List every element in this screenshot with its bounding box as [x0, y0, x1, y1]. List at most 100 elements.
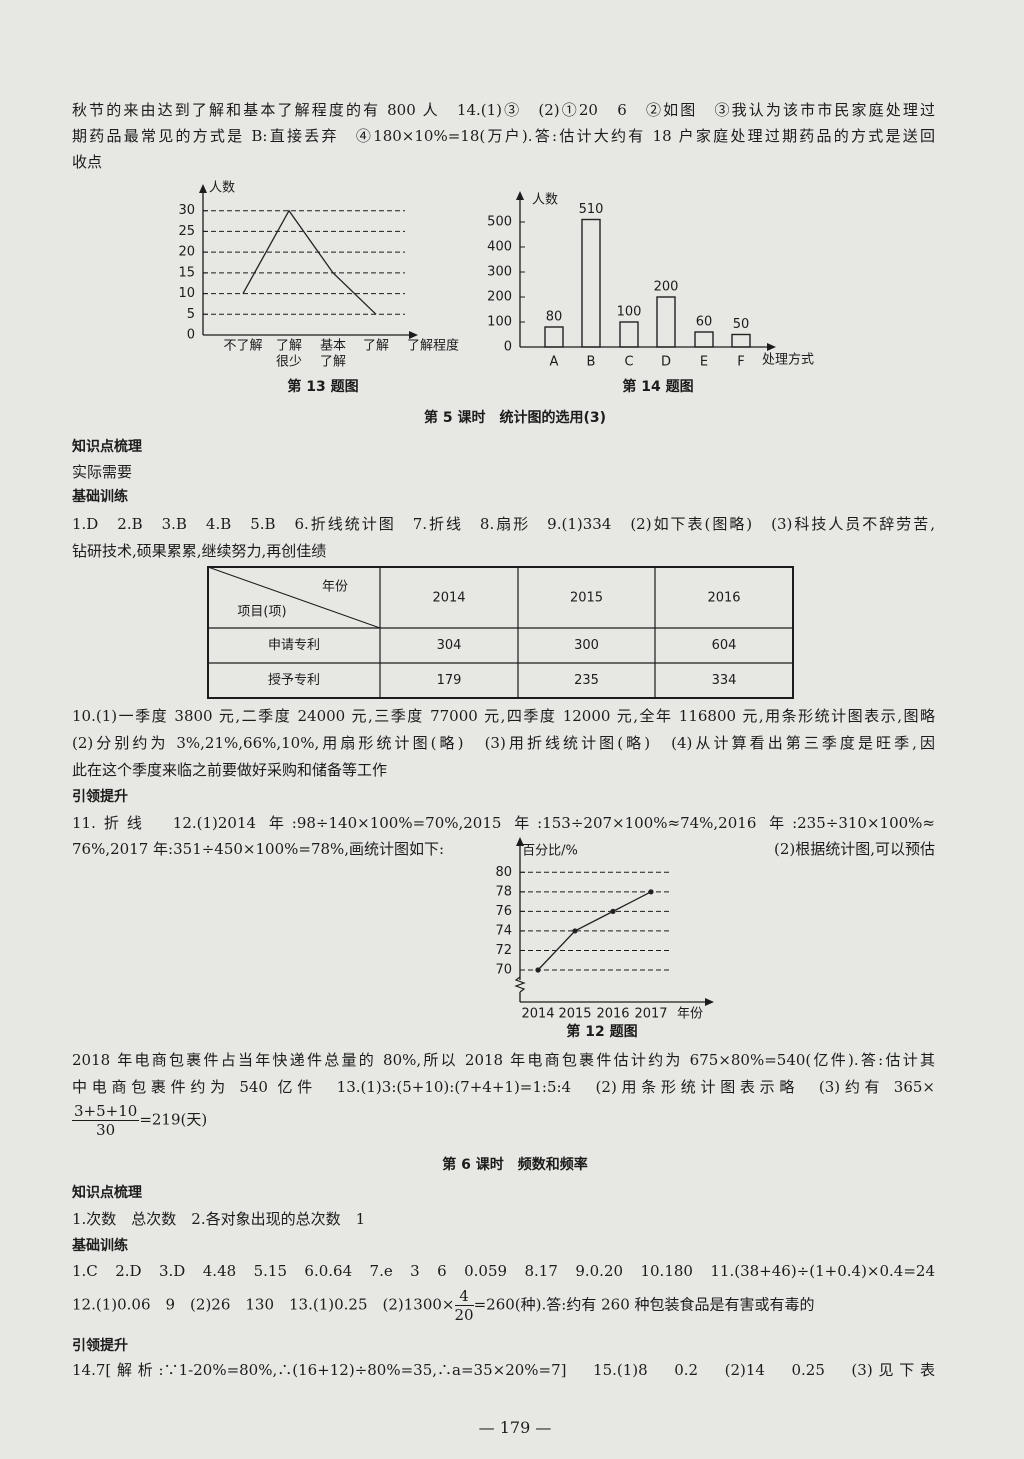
axis-arrow: [409, 331, 418, 339]
y-tick-label: 500: [487, 215, 512, 230]
table-header: 项目(项): [237, 605, 286, 620]
x-tick-label: C: [624, 355, 633, 370]
y-axis-label: 百分比/%: [522, 844, 578, 859]
y-axis-label: 人数: [209, 181, 235, 196]
table-row-label: 申请专利: [268, 638, 320, 653]
x-tick-label: 了解: [363, 339, 389, 354]
y-tick-label: 100: [487, 315, 512, 330]
fraction: 4 20: [454, 1287, 474, 1324]
text: =219(天): [139, 1110, 208, 1129]
y-tick-label: 400: [487, 240, 512, 255]
table-cell: 300: [574, 638, 599, 653]
subheading: 基础训练: [72, 489, 128, 505]
fraction: 3+5+10 30: [72, 1102, 140, 1139]
y-tick-label: 80: [495, 865, 512, 880]
x-tick-label: 了解: [320, 355, 346, 370]
y-tick-label: 25: [178, 224, 195, 239]
text-line: 1.C 2.D 3.D 4.48 5.15 6.0.64 7.e 3 6 0.0…: [72, 1262, 935, 1280]
table-cell: 334: [712, 673, 737, 688]
bar: [694, 331, 714, 348]
x-tick-label: 不了解: [223, 339, 262, 354]
numerator: 4: [454, 1287, 474, 1306]
data-line: [537, 891, 652, 971]
x-tick-label: E: [700, 355, 708, 370]
bar: [581, 218, 601, 348]
y-tick-label: 76: [495, 904, 512, 919]
y-tick-label: 20: [178, 245, 195, 260]
table-border: [207, 566, 794, 699]
bar: [544, 326, 564, 348]
x-tick-label: F: [737, 355, 744, 370]
value-label: 60: [696, 315, 713, 330]
figure-caption: 第 14 题图: [622, 378, 693, 395]
subheading: 引领提升: [72, 1338, 128, 1354]
text-line: 76%,2017 年:351÷450×100%=78%,画统计图如下:: [72, 840, 445, 858]
text-line: (2)分别约为 3%,21%,66%,10%,用扇形统计图(略) (3)用折线统…: [72, 734, 935, 752]
y-tick-label: 78: [495, 884, 512, 899]
table-header: 年份: [322, 580, 348, 595]
y-tick-label: 10: [178, 286, 195, 301]
axis-break: [514, 976, 526, 993]
data-point: [610, 908, 616, 914]
bar: [656, 296, 676, 348]
table-diagonal: [207, 566, 381, 629]
x-tick-label: D: [661, 355, 671, 370]
figure-caption: 第 13 题图: [287, 378, 358, 395]
y-tick-label: 74: [495, 923, 512, 938]
section-heading: 第 5 课时 统计图的选用(3): [423, 410, 607, 426]
table-cell: 604: [712, 638, 737, 653]
axis-arrow: [199, 184, 207, 193]
text-line: 期药品最常见的方式是 B:直接丢弃 ④180×10%=18(万户).答:估计大约…: [72, 127, 935, 145]
denominator: 30: [96, 1121, 116, 1139]
section-heading: 第 6 课时 频数和频率: [442, 1157, 588, 1173]
x-tick-label: 很少: [276, 355, 302, 370]
table-header: 2015: [570, 591, 603, 606]
text: =260(种).答:约有 260 种包装食品是有害或有毒的: [473, 1295, 815, 1314]
numerator: 3+5+10: [72, 1102, 140, 1121]
text-line: 实际需要: [72, 463, 133, 481]
text-line: 钻研技术,硕果累累,继续努力,再创佳绩: [72, 542, 327, 560]
x-tick-label: 2014: [521, 1007, 554, 1022]
text-line: 收点: [72, 153, 103, 171]
axis-arrow: [516, 837, 524, 846]
text-line: 中电商包裹件约为 540 亿件 13.(1)3:(5+10):(7+4+1)=1…: [72, 1078, 935, 1096]
table-cell: 179: [437, 673, 462, 688]
text-line: 10.(1)一季度 3800 元,二季度 24000 元,三季度 77000 元…: [72, 707, 935, 725]
subheading: 基础训练: [72, 1238, 128, 1254]
text-line: 此在这个季度来临之前要做好采购和储备等工作: [72, 761, 388, 779]
figure-caption: 第 12 题图: [566, 1023, 637, 1040]
y-tick-label: 15: [178, 265, 195, 280]
fraction-line: 12.(1)0.06 9 (2)26 130 13.(1)0.25 (2)130…: [72, 1287, 815, 1324]
y-tick-label: 70: [495, 963, 512, 978]
axis-arrow: [516, 191, 524, 200]
x-tick-label: 2017: [634, 1007, 667, 1022]
denominator: 20: [454, 1306, 474, 1324]
value-label: 510: [579, 202, 604, 217]
value-label: 100: [617, 305, 642, 320]
axis-arrow: [767, 343, 776, 351]
y-tick-label: 300: [487, 265, 512, 280]
table-row-label: 授予专利: [268, 673, 320, 688]
y-tick-label: 30: [178, 203, 195, 218]
text-line: 1.D 2.B 3.B 4.B 5.B 6.折线统计图 7.折线 8.扇形 9.…: [72, 515, 935, 533]
x-tick-label: A: [550, 355, 559, 370]
subheading: 引领提升: [72, 789, 128, 805]
x-tick-label: B: [587, 355, 596, 370]
bar: [731, 333, 751, 348]
y-axis-label: 人数: [532, 193, 558, 208]
text-line: 1.次数 总次数 2.各对象出现的总次数 1: [72, 1210, 366, 1228]
bar: [619, 321, 639, 348]
text-line: 11.折线 12.(1)2014 年:98÷140×100%=70%,2015 …: [72, 814, 935, 832]
text-line: (2)根据统计图,可以预估: [773, 840, 935, 858]
y-tick-label: 200: [487, 290, 512, 305]
y-tick-label: 0: [187, 328, 195, 343]
data-point: [572, 928, 578, 934]
table-cell: 304: [437, 638, 462, 653]
value-label: 80: [546, 310, 563, 325]
text-line: 秋节的来由达到了解和基本了解程度的有 800 人 14.(1)③ (2)①20 …: [72, 101, 935, 119]
x-tick-label: 2016: [596, 1007, 629, 1022]
subheading: 知识点梳理: [72, 439, 142, 455]
page-number: — 179 —: [478, 1418, 552, 1437]
